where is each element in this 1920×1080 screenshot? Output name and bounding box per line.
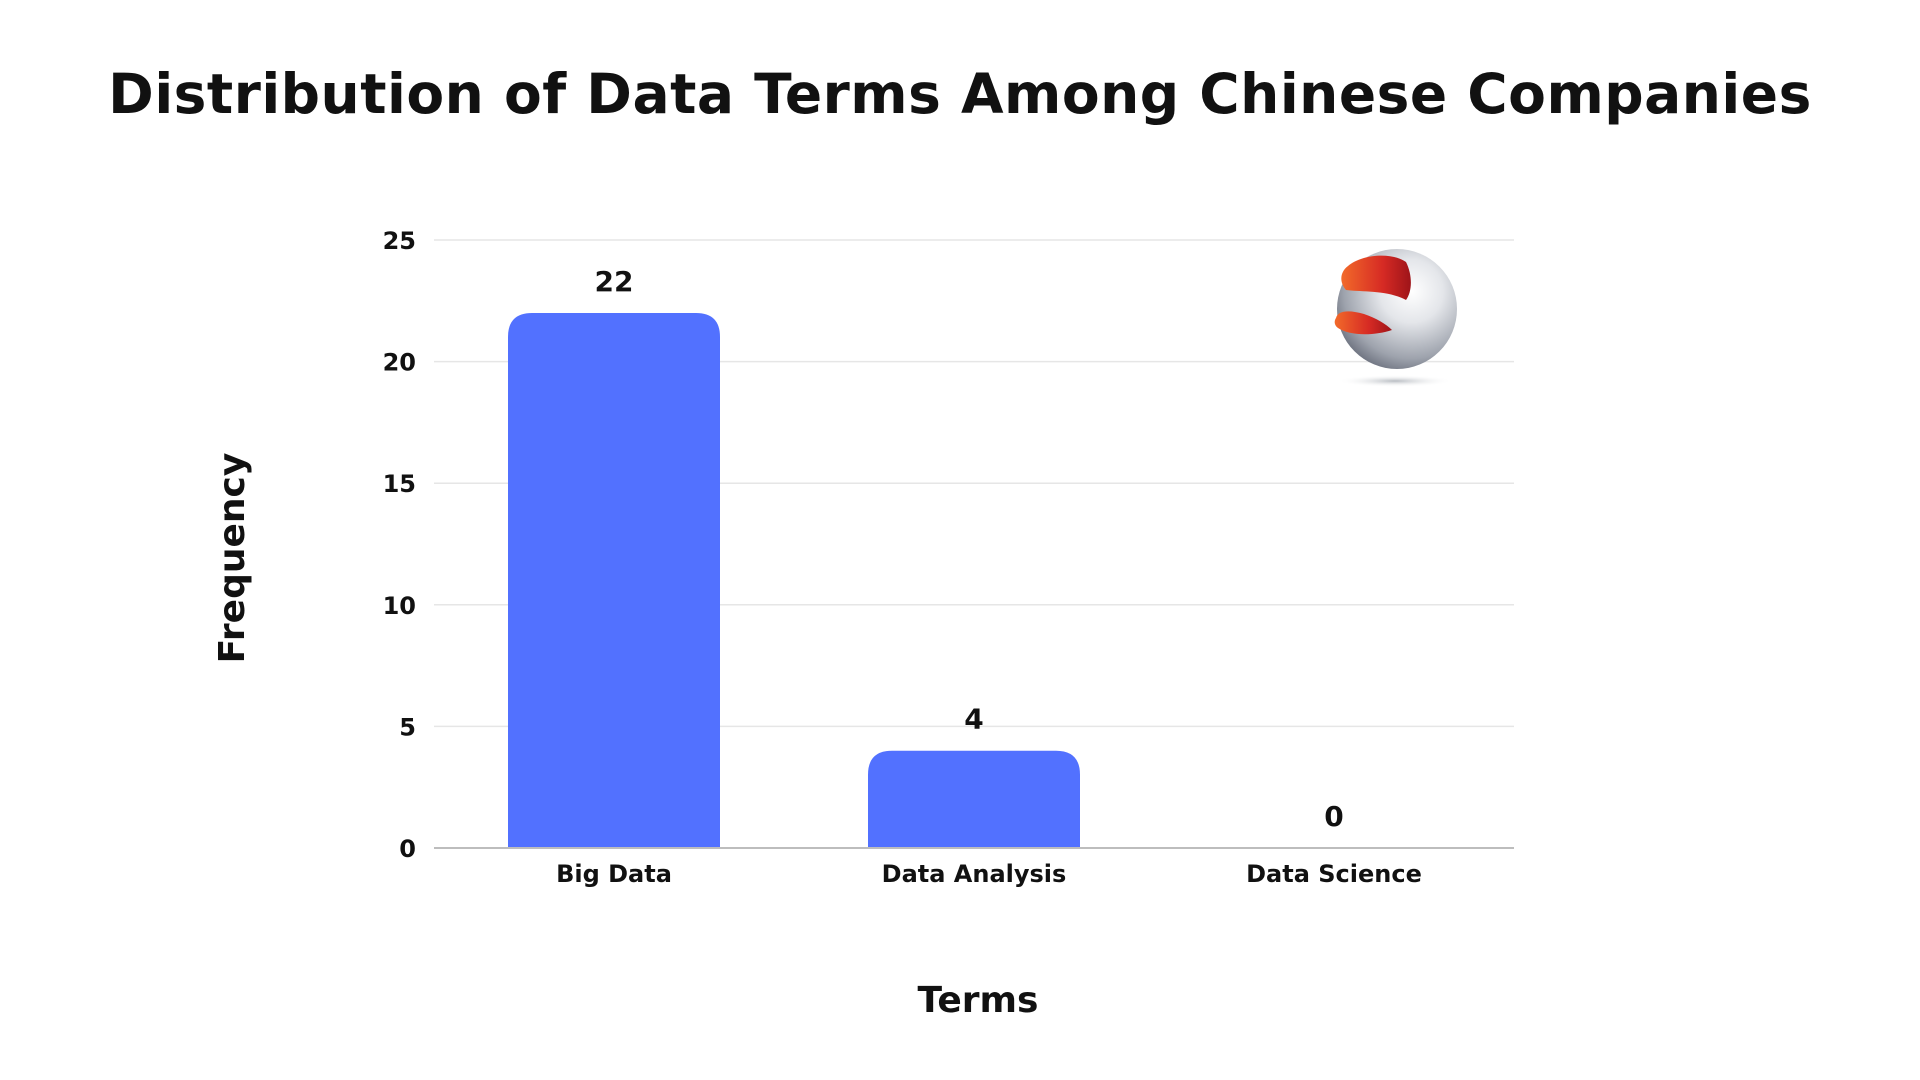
chart-title: Distribution of Data Terms Among Chinese…	[108, 62, 1812, 126]
bar-big-data	[508, 312, 720, 849]
bars	[508, 312, 1080, 849]
x-axis-ticks: Big Data Data Analysis Data Science	[556, 860, 1422, 888]
y-tick-label: 15	[383, 470, 416, 498]
data-labels: 22 4 0	[595, 265, 1344, 833]
y-tick-label: 0	[399, 835, 416, 863]
y-tick-label: 5	[399, 713, 416, 741]
x-tick-label: Big Data	[556, 860, 672, 888]
y-axis-title: Frequency	[212, 453, 253, 664]
data-label: 4	[964, 703, 983, 736]
data-label: 22	[595, 265, 634, 298]
y-axis-ticks: 0 5 10 15 20 25	[383, 227, 416, 863]
sphere-logo-icon	[1334, 249, 1457, 387]
y-tick-label: 20	[383, 349, 416, 377]
y-tick-label: 10	[383, 592, 416, 620]
x-tick-label: Data Analysis	[882, 860, 1067, 888]
data-label: 0	[1324, 800, 1343, 833]
y-tick-label: 25	[383, 227, 416, 255]
x-tick-label: Data Science	[1246, 860, 1422, 888]
bar-data-analysis	[868, 750, 1080, 848]
x-axis-title: Terms	[918, 980, 1039, 1021]
